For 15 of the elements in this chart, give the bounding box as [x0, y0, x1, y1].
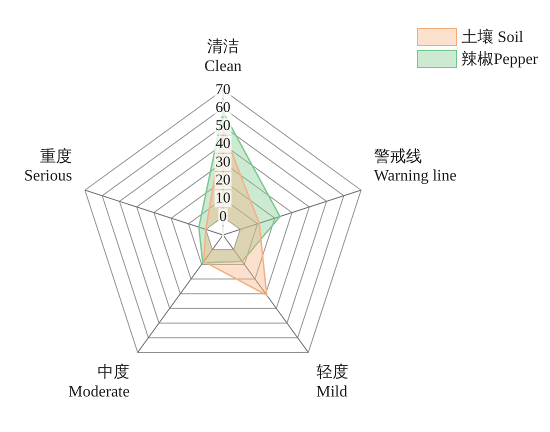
- y-tick-label: 30: [216, 154, 230, 170]
- y-tick-label: 60: [216, 100, 230, 116]
- legend-label: 土壤 Soil: [462, 28, 524, 48]
- y-tick-label: 0: [219, 208, 227, 225]
- spoke-label: 清洁 Clean: [204, 38, 242, 75]
- y-tick-label: 10: [216, 190, 230, 207]
- spoke-label: 中度 Moderate: [68, 363, 130, 400]
- legend-label: 辣椒Pepper: [462, 50, 538, 70]
- spoke-label: 轻度 Mild: [316, 363, 348, 400]
- spoke-label: 重度 Serious: [24, 147, 72, 185]
- y-tick-label: 20: [216, 172, 230, 188]
- y-tick-label: 50: [216, 118, 230, 134]
- spoke-label: 警戒线 Warning line: [374, 147, 457, 185]
- y-tick-label: 70: [216, 82, 230, 98]
- y-tick-label: 40: [216, 136, 230, 152]
